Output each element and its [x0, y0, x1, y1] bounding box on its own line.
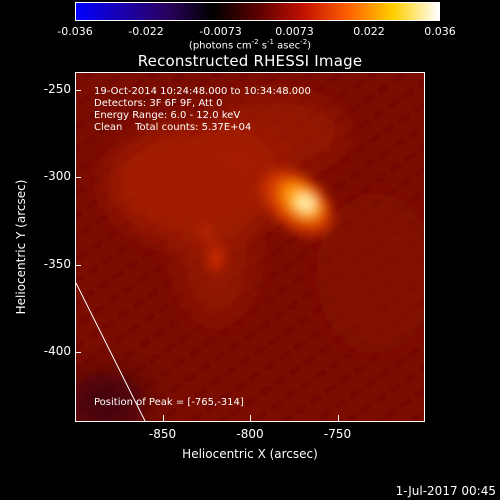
x-axis-label: Heliocentric X (arcsec): [182, 447, 318, 461]
x-tick-mark: [337, 415, 339, 421]
y-tick-label: -250: [43, 81, 71, 96]
x-tick-mark: [162, 415, 164, 421]
x-tick-label: -750: [323, 427, 352, 441]
colorbar-tick-label: -0.036: [57, 25, 93, 38]
emission-core: [200, 170, 333, 272]
y-tick-mark: [75, 352, 81, 353]
x-tick-mark: [250, 415, 251, 421]
peak-position-label: Position of Peak = [-765,-314]: [94, 397, 244, 408]
y-tick-mark: [75, 264, 81, 266]
y-tick-label: -300: [43, 169, 71, 183]
colorbar-gradient: [76, 3, 439, 20]
y-tick-mark: [75, 177, 81, 178]
y-tick-label: -350: [43, 256, 71, 271]
colorbar-units: (photons cm-2 s-1 asec-2): [188, 38, 312, 52]
colorbar-tick-label: -0.0073: [199, 25, 242, 38]
colorbar-tick-label: 0.036: [424, 25, 456, 38]
y-axis-label: Heliocentric Y (arcsec): [14, 179, 28, 315]
x-tick-label: -850: [148, 427, 177, 441]
emission-diffuse: [76, 93, 424, 421]
colorbar: [75, 2, 440, 21]
y-tick-label: -400: [43, 344, 71, 358]
colorbar-tick-label: -0.022: [128, 25, 164, 38]
heatmap-image: [76, 73, 424, 421]
timestamp: 1-Jul-2017 00:45: [395, 484, 496, 498]
observation-info-line: 19-Oct-2014 10:24:48.000 to 10:34:48.000: [94, 86, 311, 97]
limb-line: [76, 282, 146, 421]
colorbar-tick-label: 0.022: [353, 25, 385, 38]
observation-info-line: Detectors: 3F 6F 9F, Att 0: [94, 98, 223, 109]
chart-title: Reconstructed RHESSI Image: [137, 52, 363, 70]
plot-area: [75, 72, 425, 422]
y-tick-mark: [75, 89, 81, 91]
observation-info-line: Energy Range: 6.0 - 12.0 keV: [94, 110, 241, 121]
x-tick-label: -800: [236, 427, 264, 441]
observation-info-line: Clean Total counts: 5.37E+04: [94, 122, 252, 133]
colorbar-tick-label: 0.0073: [275, 25, 314, 38]
